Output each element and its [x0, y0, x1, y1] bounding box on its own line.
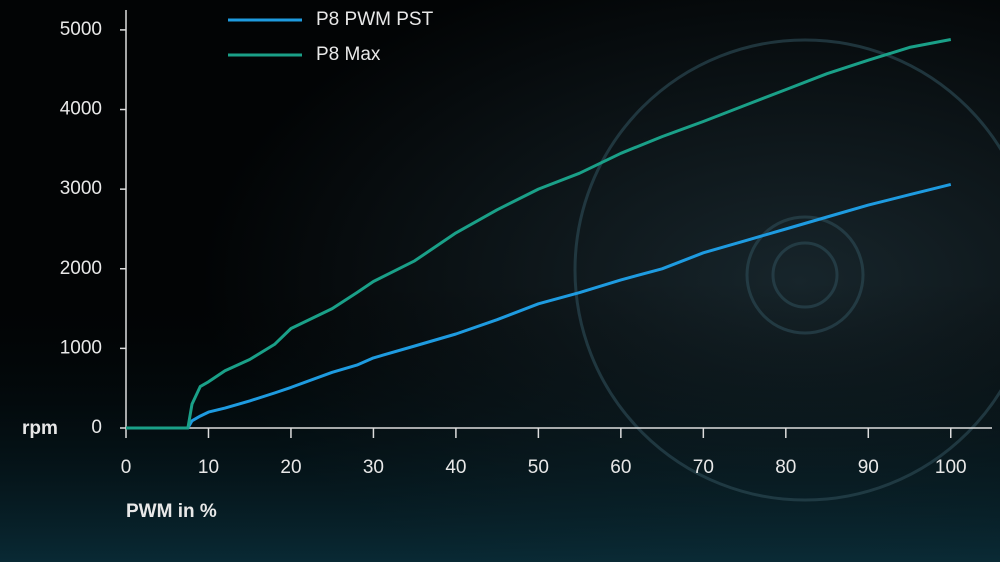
y-tick-label: 3000 — [60, 178, 102, 199]
legend-label: P8 Max — [316, 44, 381, 65]
x-tick-label: 50 — [528, 457, 549, 478]
x-tick-label: 90 — [858, 457, 879, 478]
series-line — [126, 38, 952, 430]
x-tick-label: 20 — [280, 457, 301, 478]
x-tick-label: 10 — [198, 457, 219, 478]
x-tick-label: 30 — [363, 457, 384, 478]
fan-decoration — [573, 38, 1000, 502]
x-tick-label: 70 — [693, 457, 714, 478]
series-line — [126, 182, 952, 430]
x-tick-label: 60 — [610, 457, 631, 478]
x-tick-label: 40 — [445, 457, 466, 478]
y-tick-label: 4000 — [60, 99, 102, 120]
x-tick-label: 80 — [775, 457, 796, 478]
legend-label: P8 PWM PST — [316, 9, 434, 30]
y-tick-label: 2000 — [60, 258, 102, 279]
y-tick-label: 0 — [91, 417, 102, 438]
y-tick-label: 1000 — [60, 337, 102, 358]
y-axis-label: rpm — [22, 418, 58, 439]
y-tick-label: 5000 — [60, 19, 102, 40]
x-axis-label: PWM in % — [126, 501, 217, 522]
x-tick-label: 0 — [121, 457, 132, 478]
x-tick-label: 100 — [935, 457, 967, 478]
